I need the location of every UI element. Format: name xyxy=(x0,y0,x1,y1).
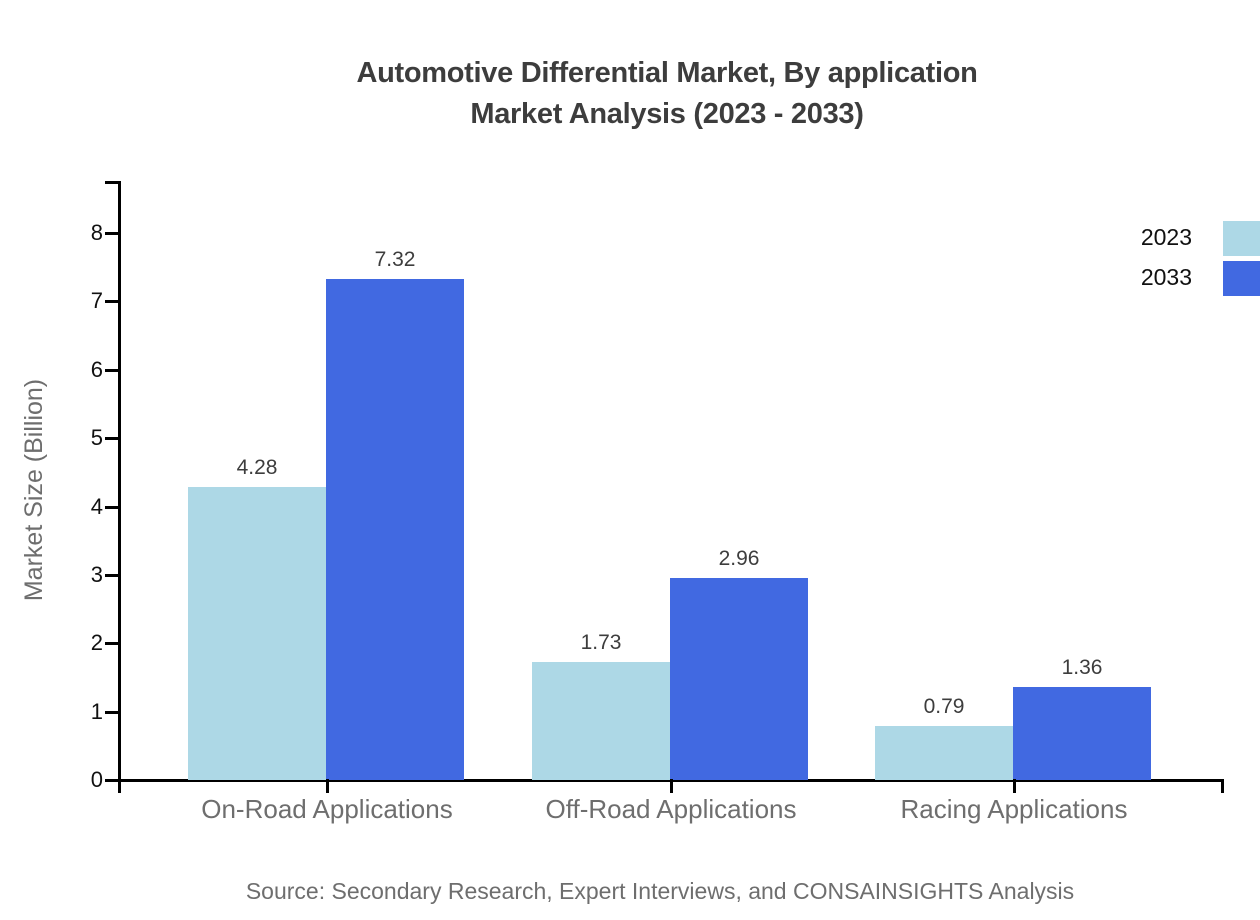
source-note: Source: Secondary Research, Expert Inter… xyxy=(245,878,1075,904)
y-tick xyxy=(105,232,118,235)
bar-value-label: 0.79 xyxy=(923,694,965,718)
bar-2023-on-road-applications xyxy=(188,487,326,780)
bar-2023-racing-applications xyxy=(875,725,1013,780)
y-tick xyxy=(105,505,118,509)
x-tick xyxy=(1013,779,1016,793)
y-tick xyxy=(105,642,118,646)
bar-2033-on-road-applications xyxy=(326,279,464,780)
chart-title-line2: Market Analysis (2023 - 2033) xyxy=(470,98,864,130)
y-tick xyxy=(105,437,118,441)
x-axis-end-cap xyxy=(1221,779,1224,793)
chart-title-line1: Automotive Differential Market, By appli… xyxy=(356,57,978,89)
y-tick-label: 0 xyxy=(90,767,103,792)
bar-value-label: 7.32 xyxy=(374,248,416,272)
bar-value-label: 4.28 xyxy=(236,456,278,480)
x-category-label-racing-applications: Racing Applications xyxy=(900,794,1128,824)
x-category-label-off-road-applications: Off-Road Applications xyxy=(545,794,797,824)
y-tick xyxy=(105,368,118,372)
legend-swatch-2023 xyxy=(1223,221,1260,256)
y-axis-line xyxy=(118,181,121,793)
bar-value-label: 2.96 xyxy=(718,546,760,570)
y-tick-label: 1 xyxy=(90,698,103,724)
legend-swatch-2033 xyxy=(1223,261,1260,296)
y-tick-label: 4 xyxy=(90,493,103,519)
legend-label-2023: 2023 xyxy=(1140,224,1192,250)
y-tick-label: 7 xyxy=(90,288,103,314)
bar-value-label: 1.36 xyxy=(1061,656,1103,679)
y-tick-label: 6 xyxy=(90,356,103,382)
y-tick-label: 3 xyxy=(90,561,103,587)
y-tick xyxy=(105,573,118,577)
y-tick xyxy=(105,710,118,714)
y-axis-end-cap xyxy=(105,181,118,184)
x-tick xyxy=(670,779,673,793)
y-tick xyxy=(105,779,118,782)
y-tick-label: 2 xyxy=(90,630,103,656)
x-tick xyxy=(326,779,329,793)
bar-2033-off-road-applications xyxy=(670,577,808,780)
y-tick-label: 5 xyxy=(90,425,103,451)
x-category-label-on-road-applications: On-Road Applications xyxy=(201,794,453,824)
y-tick-label: 8 xyxy=(90,220,103,245)
legend-label-2033: 2033 xyxy=(1140,264,1192,290)
y-tick xyxy=(105,300,118,304)
bar-value-label: 1.73 xyxy=(580,630,622,654)
bar-2033-racing-applications xyxy=(1013,687,1151,780)
chart-title: Automotive Differential Market, By appli… xyxy=(74,53,1260,135)
bar-2023-off-road-applications xyxy=(532,661,670,780)
